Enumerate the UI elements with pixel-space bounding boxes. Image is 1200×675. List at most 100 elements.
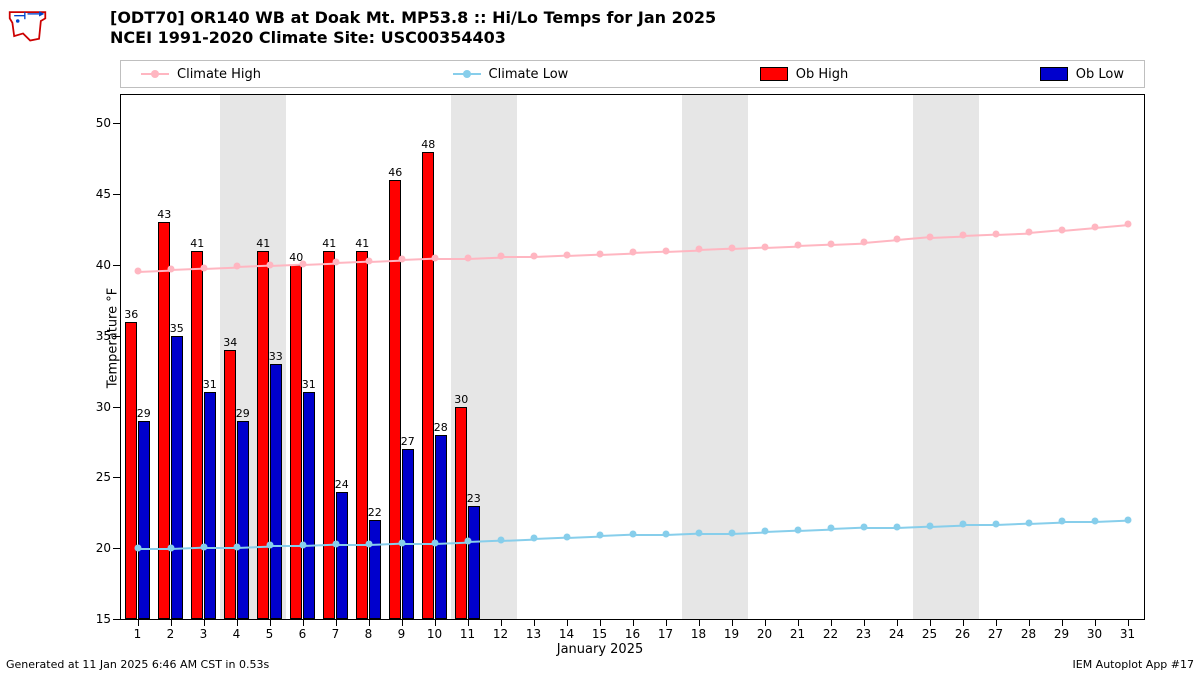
- x-tick: [996, 619, 997, 626]
- x-tick-label: 6: [299, 627, 307, 641]
- y-tick: [113, 265, 121, 266]
- x-tick: [699, 619, 700, 626]
- ob-low-label: 24: [335, 478, 349, 491]
- climate-low-segment: [633, 534, 666, 536]
- x-tick: [534, 619, 535, 626]
- climate-low-segment: [566, 535, 599, 538]
- x-tick-label: 30: [1087, 627, 1102, 641]
- x-tick-label: 17: [658, 627, 673, 641]
- ob-high-bar: [389, 180, 402, 619]
- climate-low-marker: [1124, 516, 1131, 523]
- iem-logo: [5, 5, 50, 45]
- y-tick: [113, 477, 121, 478]
- x-tick: [600, 619, 601, 626]
- ob-low-bar: [468, 506, 481, 619]
- climate-low-segment: [1094, 520, 1127, 523]
- x-tick: [864, 619, 865, 626]
- y-tick: [113, 194, 121, 195]
- ob-low-label: 35: [170, 322, 184, 335]
- x-tick: [468, 619, 469, 626]
- climate-low-segment: [336, 544, 369, 546]
- x-tick-label: 28: [1021, 627, 1036, 641]
- footer-generated: Generated at 11 Jan 2025 6:46 AM CST in …: [6, 658, 269, 671]
- y-tick-label: 15: [96, 612, 111, 626]
- x-tick-label: 13: [526, 627, 541, 641]
- legend-label: Climate High: [177, 67, 261, 82]
- ob-high-bar: [158, 222, 171, 619]
- x-tick: [963, 619, 964, 626]
- y-tick: [113, 407, 121, 408]
- legend-label: Ob High: [796, 67, 849, 82]
- ob-low-label: 33: [269, 350, 283, 363]
- x-tick: [435, 619, 436, 626]
- x-tick: [369, 619, 370, 626]
- climate-low-segment: [204, 547, 237, 549]
- climate-high-segment: [995, 232, 1028, 235]
- ob-high-label: 48: [421, 138, 435, 151]
- climate-low-segment: [402, 543, 435, 545]
- legend-climate-low: Climate Low: [453, 67, 569, 82]
- ob-low-bar: [204, 392, 217, 619]
- ob-high-bar: [224, 350, 237, 619]
- x-tick: [1029, 619, 1030, 626]
- x-tick: [303, 619, 304, 626]
- x-tick: [930, 619, 931, 626]
- y-tick: [113, 548, 121, 549]
- x-tick-label: 8: [365, 627, 373, 641]
- ob-high-label: 30: [454, 393, 468, 406]
- ob-high-bar: [422, 152, 435, 619]
- x-tick-label: 7: [332, 627, 340, 641]
- x-tick: [897, 619, 898, 626]
- y-tick: [113, 619, 121, 620]
- x-tick-label: 1: [134, 627, 142, 641]
- y-tick: [113, 123, 121, 124]
- x-tick-label: 14: [559, 627, 574, 641]
- x-tick-label: 27: [988, 627, 1003, 641]
- ob-high-bar: [257, 251, 270, 619]
- ob-high-label: 34: [223, 336, 237, 349]
- climate-low-segment: [830, 527, 863, 530]
- x-tick-label: 18: [691, 627, 706, 641]
- x-tick: [336, 619, 337, 626]
- ob-low-bar: [138, 421, 151, 619]
- x-tick-label: 4: [233, 627, 241, 641]
- ob-high-label: 41: [190, 237, 204, 250]
- x-tick-label: 3: [200, 627, 208, 641]
- x-tick: [171, 619, 172, 626]
- climate-low-segment: [138, 548, 171, 550]
- legend: Climate High Climate Low Ob High Ob Low: [120, 60, 1145, 88]
- x-tick: [1128, 619, 1129, 626]
- ob-low-bar: [435, 435, 448, 619]
- ob-high-label: 41: [322, 237, 336, 250]
- x-tick-label: 25: [922, 627, 937, 641]
- legend-label: Climate Low: [489, 67, 569, 82]
- climate-low-segment: [797, 528, 830, 531]
- x-tick-label: 2: [167, 627, 175, 641]
- ob-high-label: 43: [157, 208, 171, 221]
- ob-high-label: 41: [355, 237, 369, 250]
- ob-high-bar: [290, 265, 303, 619]
- x-tick: [138, 619, 139, 626]
- footer-app: IEM Autoplot App #17: [1073, 658, 1195, 671]
- climate-high-segment: [1061, 227, 1094, 232]
- climate-low-segment: [699, 533, 732, 535]
- x-tick: [831, 619, 832, 626]
- climate-high-segment: [830, 242, 863, 245]
- x-tick-label: 22: [823, 627, 838, 641]
- x-tick-label: 21: [790, 627, 805, 641]
- ob-high-bar: [191, 251, 204, 619]
- y-tick-label: 40: [96, 258, 111, 272]
- title-line-2: NCEI 1991-2020 Climate Site: USC00354403: [110, 28, 716, 48]
- climate-high-segment: [1028, 230, 1061, 235]
- climate-low-segment: [864, 527, 897, 529]
- x-tick-label: 29: [1054, 627, 1069, 641]
- plot-area: 1520253035404550123456789101112131415161…: [120, 94, 1145, 620]
- y-tick-label: 20: [96, 541, 111, 555]
- x-tick-label: 20: [757, 627, 772, 641]
- x-tick-label: 31: [1120, 627, 1135, 641]
- x-tick: [633, 619, 634, 626]
- climate-low-segment: [599, 534, 632, 537]
- ob-low-label: 28: [434, 421, 448, 434]
- ob-low-label: 22: [368, 506, 382, 519]
- ob-low-bar: [369, 520, 382, 619]
